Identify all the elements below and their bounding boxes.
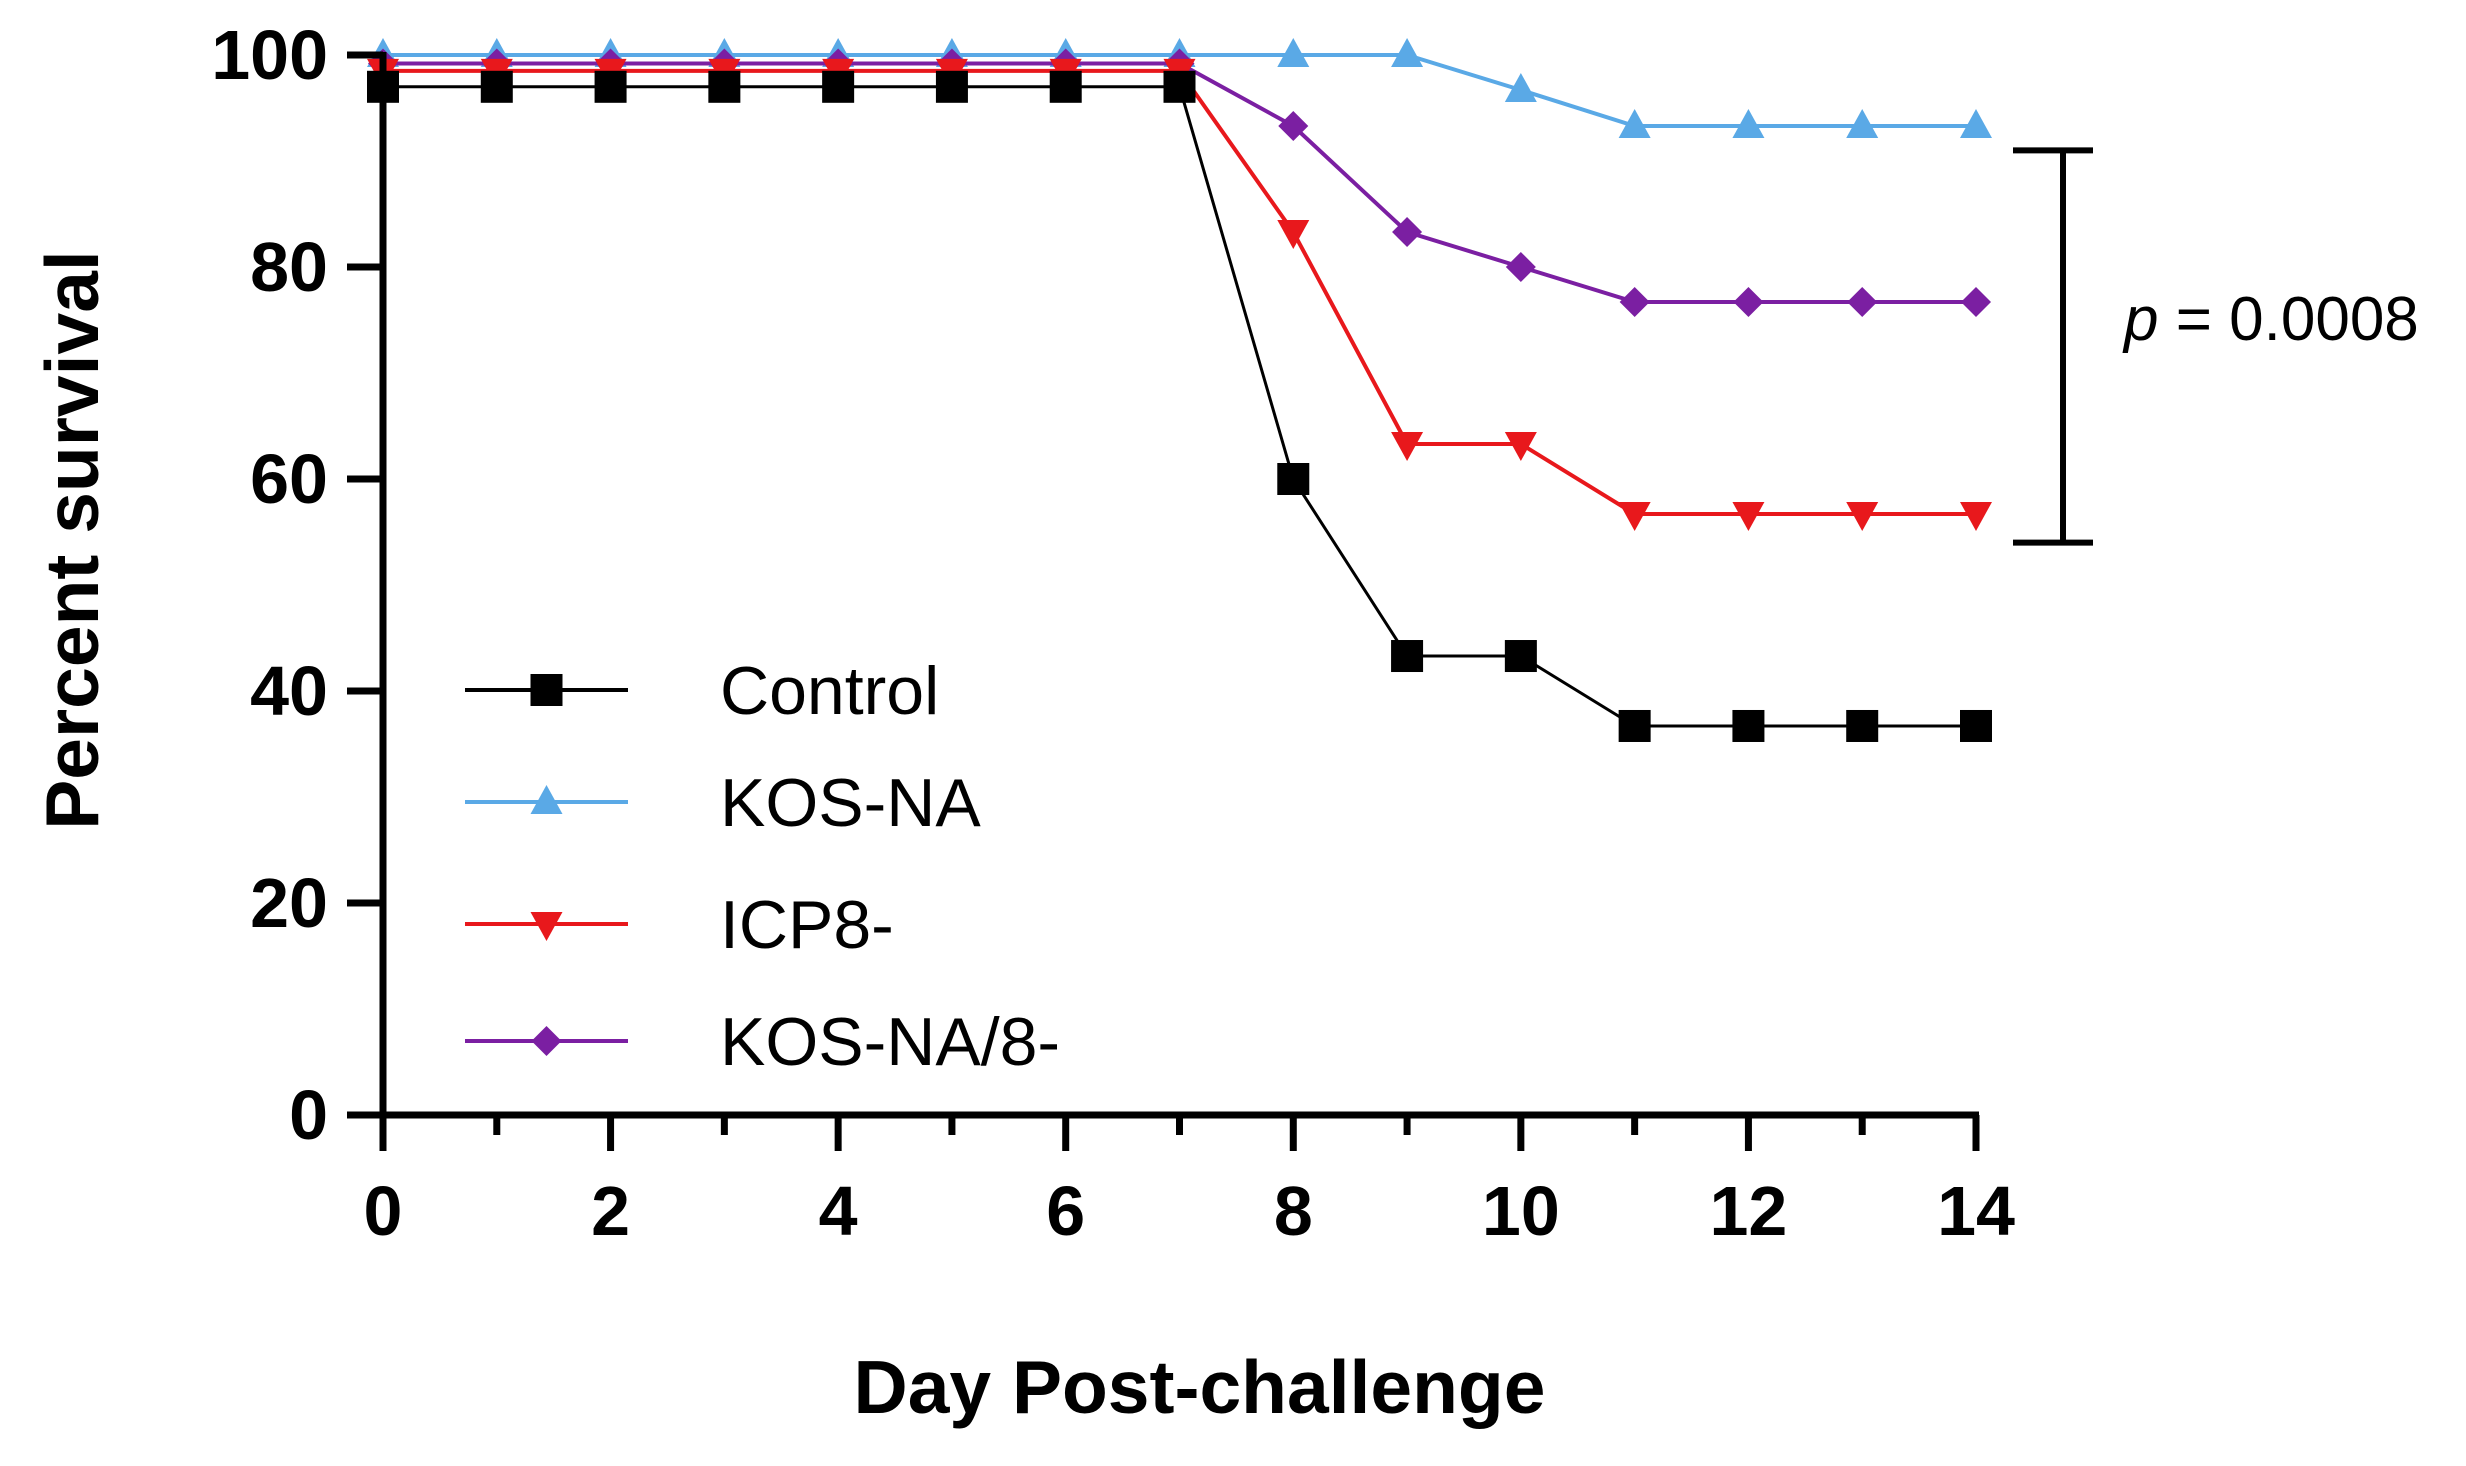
legend-label: KOS-NA/8- <box>720 1004 1060 1080</box>
legend: Control KOS-NA ICP8- KOS-NA/8- <box>465 653 1060 1080</box>
legend-item: KOS-NA/8- <box>465 1004 1060 1080</box>
data-point <box>1618 709 1651 742</box>
x-tick-label: 10 <box>1482 1172 1560 1250</box>
p-value-symbol: p <box>2122 285 2158 354</box>
data-point <box>1847 286 1878 317</box>
data-point <box>1618 109 1651 139</box>
data-point <box>1391 432 1424 462</box>
data-point <box>1732 109 1765 139</box>
data-point <box>1846 709 1879 742</box>
legend-item: Control <box>465 653 939 729</box>
data-point <box>1846 109 1879 139</box>
y-tick-label: 100 <box>211 16 328 94</box>
data-point <box>1732 709 1765 742</box>
y-tick-label: 0 <box>289 1076 328 1154</box>
significance-bracket <box>2013 147 2093 546</box>
data-point <box>1391 38 1424 67</box>
data-point <box>1732 501 1765 531</box>
data-point <box>822 70 855 103</box>
legend-item: KOS-NA <box>465 765 981 841</box>
data-point <box>1619 286 1650 317</box>
data-point <box>1504 72 1537 102</box>
y-tick-label: 20 <box>250 864 328 942</box>
data-point <box>480 70 513 103</box>
data-point <box>1049 70 1082 103</box>
significance-annotation: p = 0.0008 <box>2013 147 2419 546</box>
data-point <box>1846 501 1879 531</box>
data-point <box>1505 252 1536 282</box>
data-point <box>1960 109 1992 139</box>
x-tick-label: 6 <box>1046 1172 1085 1250</box>
x-tick-label: 14 <box>1937 1172 2015 1250</box>
y-tick-label: 80 <box>250 228 328 306</box>
data-point <box>1960 501 1992 531</box>
legend-marker <box>530 785 563 814</box>
x-tick-label: 0 <box>364 1172 403 1250</box>
data-point <box>1277 463 1310 495</box>
chart-axes: 0 20 40 60 80 100 0 2 4 6 8 10 12 14 <box>211 16 2015 1250</box>
x-tick-label: 2 <box>591 1172 630 1250</box>
y-ticks: 0 20 40 60 80 100 <box>211 16 383 1154</box>
data-point <box>1392 217 1423 248</box>
p-value-label: p = 0.0008 <box>2122 285 2419 354</box>
p-value-number: = 0.0008 <box>2158 285 2418 354</box>
x-tick-label: 4 <box>819 1172 858 1250</box>
data-point <box>1960 709 1992 742</box>
legend-label: KOS-NA <box>720 765 981 841</box>
data-point <box>1163 70 1196 103</box>
data-point <box>1618 501 1651 531</box>
data-point <box>1277 38 1310 67</box>
x-tick-label: 8 <box>1274 1172 1313 1250</box>
legend-marker <box>531 1026 562 1056</box>
x-ticks: 0 2 4 6 8 10 12 14 <box>364 1115 2015 1250</box>
y-axis-title: Percent survival <box>30 250 114 830</box>
data-point <box>1277 220 1310 250</box>
data-point <box>1278 111 1309 142</box>
legend-marker <box>530 912 563 941</box>
y-tick-label: 60 <box>250 440 328 518</box>
legend-label: ICP8- <box>720 887 894 963</box>
legend-label: Control <box>720 653 939 729</box>
y-tick-label: 40 <box>250 652 328 730</box>
x-axis-title: Day Post-challenge <box>854 1345 1546 1429</box>
data-point <box>594 70 627 103</box>
data-point <box>1391 640 1424 673</box>
data-point <box>1504 640 1537 673</box>
legend-item: ICP8- <box>465 887 894 963</box>
legend-marker <box>530 674 563 706</box>
series-line <box>383 85 1976 728</box>
x-tick-label: 12 <box>1709 1172 1787 1250</box>
data-point <box>1733 286 1764 317</box>
series-control <box>367 70 1992 742</box>
chart-marks <box>367 38 1992 742</box>
data-point <box>1961 286 1991 317</box>
data-point <box>1504 432 1537 462</box>
data-point <box>935 70 968 103</box>
data-point <box>708 70 741 103</box>
